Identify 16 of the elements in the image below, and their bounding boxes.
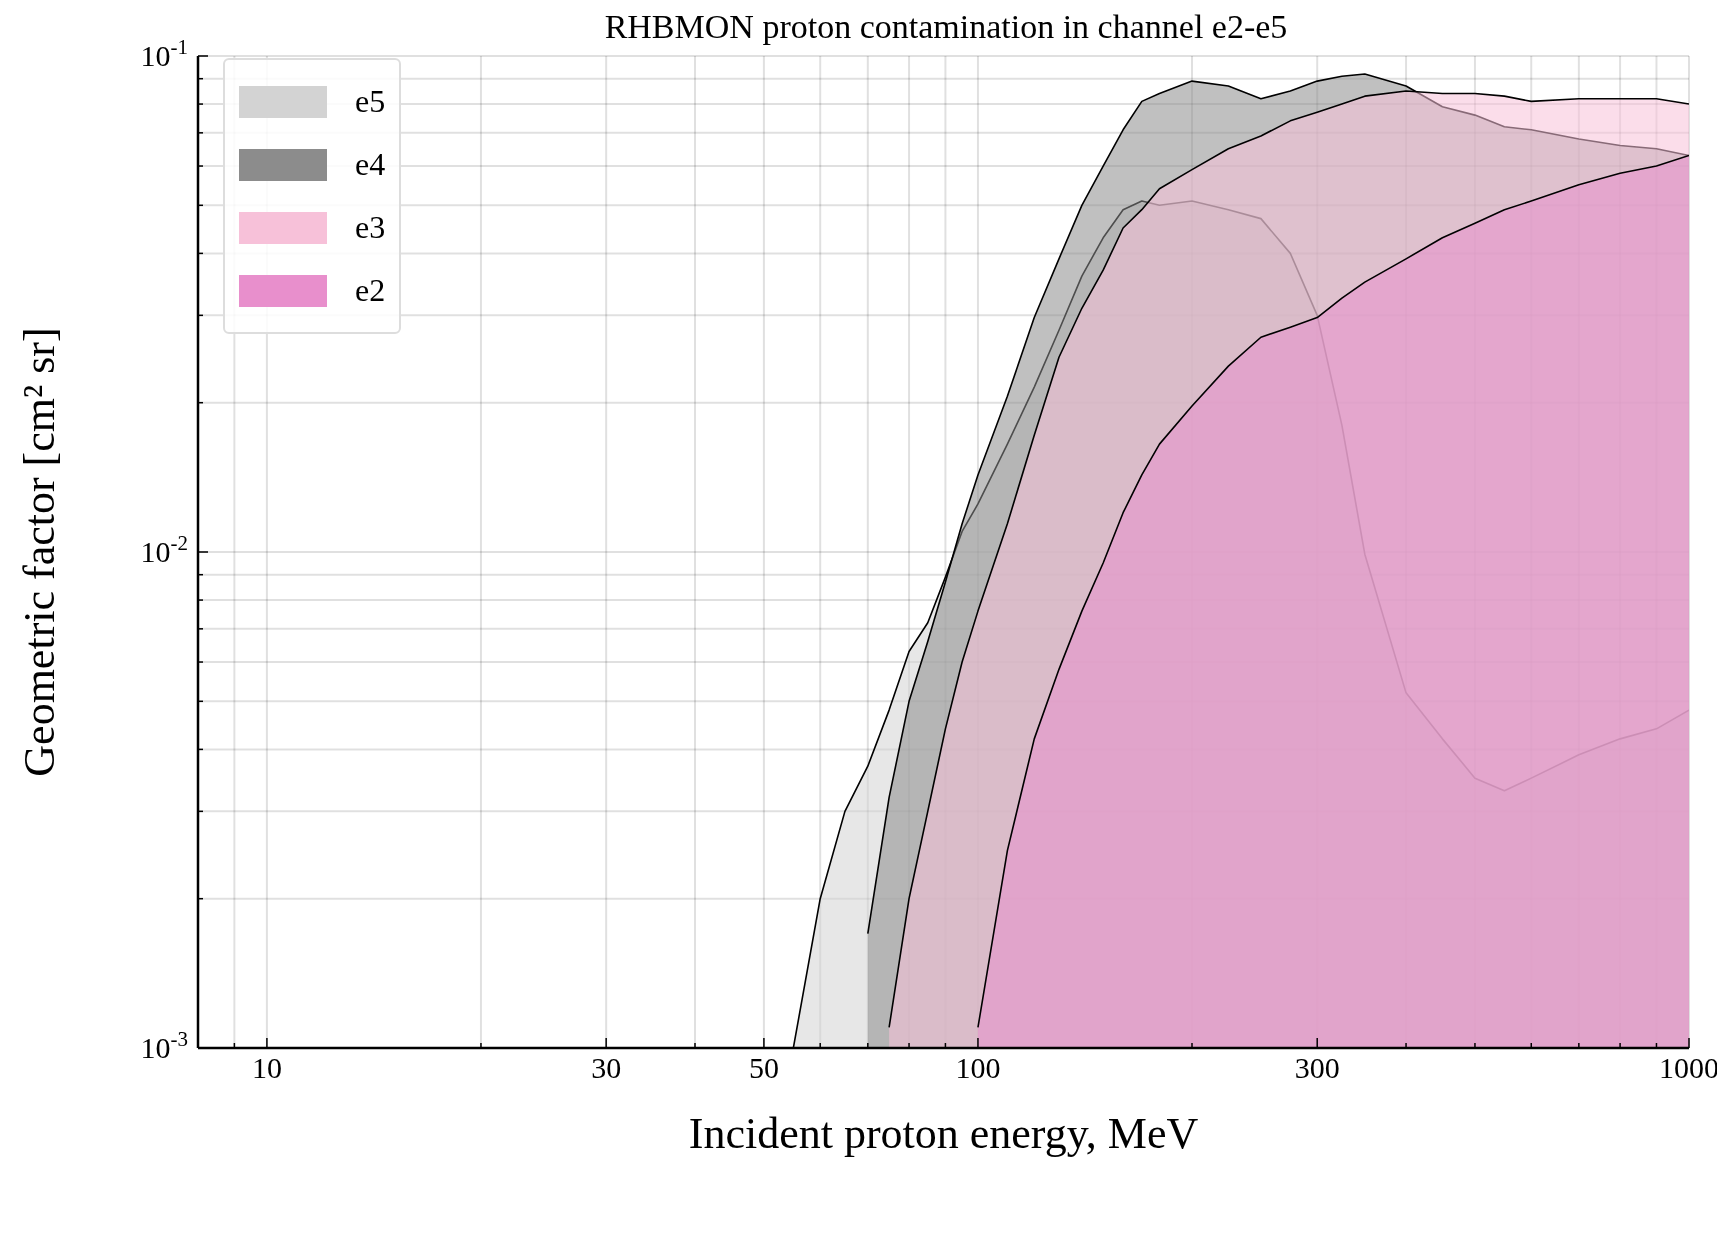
legend-label: e4 [355, 146, 386, 183]
y-tick-label: 10$^{-3}$ [140, 1027, 188, 1064]
x-tick-label: 100 [955, 1051, 1001, 1084]
y-axis-title: Geometric factor [cm² sr] [14, 327, 64, 777]
chart-title: RHBMON proton contamination in channel e2-e5 [603, 8, 1289, 46]
x-axis-title: Incident proton energy, MeV [688, 1109, 1199, 1158]
legend-label: e5 [355, 83, 386, 120]
legend-label: e2 [355, 272, 386, 309]
legend-label: e3 [355, 209, 386, 246]
x-tick-label: 300 [1294, 1051, 1340, 1084]
x-tick-label: 30 [591, 1051, 622, 1084]
y-tick-label: 10$^{-2}$ [140, 531, 188, 568]
y-tick-label: 10$^{-1}$ [140, 35, 188, 72]
x-tick-label: 50 [748, 1051, 779, 1084]
x-tick-label: 10 [251, 1051, 282, 1084]
x-tick-label: 1000 [1659, 1051, 1719, 1084]
